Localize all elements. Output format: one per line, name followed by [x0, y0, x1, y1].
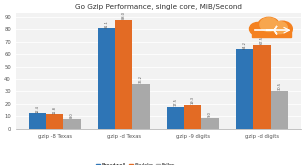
Text: 19.3: 19.3: [191, 96, 195, 104]
Polygon shape: [266, 30, 277, 34]
Bar: [46, 114, 63, 129]
Bar: [98, 28, 115, 129]
Bar: [115, 19, 132, 129]
Circle shape: [249, 22, 266, 35]
Text: 17.5: 17.5: [174, 99, 178, 106]
Bar: [167, 107, 184, 129]
Circle shape: [273, 21, 292, 37]
Text: 8.0: 8.0: [70, 113, 74, 118]
Circle shape: [258, 17, 280, 34]
Bar: [202, 117, 219, 129]
Bar: [184, 105, 202, 129]
Bar: [253, 45, 271, 129]
Bar: [63, 119, 81, 129]
Circle shape: [260, 18, 278, 32]
Text: 81.1: 81.1: [105, 20, 109, 28]
Title: Go Gzip Performance, single core, MiB/Second: Go Gzip Performance, single core, MiB/Se…: [75, 4, 242, 10]
Bar: [236, 49, 253, 129]
Text: 36.2: 36.2: [139, 75, 143, 83]
Text: 88.0: 88.0: [122, 11, 126, 19]
Text: 9.0: 9.0: [208, 111, 212, 117]
Polygon shape: [266, 26, 277, 30]
Polygon shape: [252, 28, 291, 37]
Text: 12.4: 12.4: [35, 105, 39, 113]
Bar: [29, 113, 46, 129]
Circle shape: [272, 22, 287, 34]
Text: 64.2: 64.2: [243, 41, 247, 49]
Bar: [271, 91, 288, 129]
Text: 30.5: 30.5: [277, 82, 281, 90]
Bar: [132, 84, 150, 129]
Text: 11.8: 11.8: [53, 106, 57, 114]
Legend: Broadwell, Skylake, Fallor: Broadwell, Skylake, Fallor: [95, 161, 177, 165]
Text: 67.5: 67.5: [260, 36, 264, 45]
